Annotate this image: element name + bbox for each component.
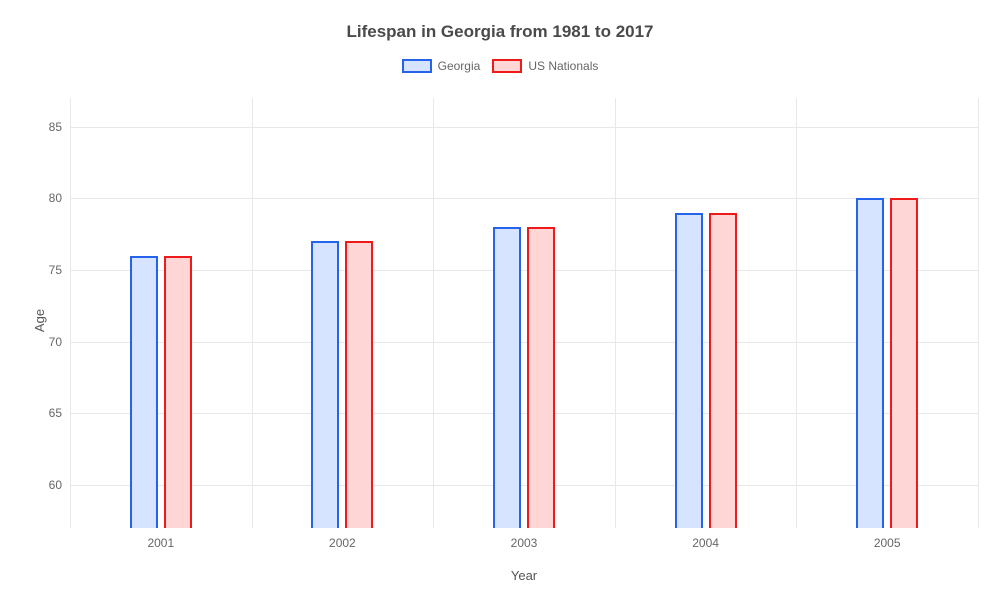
gridline-vertical: [70, 98, 71, 528]
gridline-horizontal: [70, 342, 978, 343]
gridline-vertical: [433, 98, 434, 528]
bar: [675, 213, 703, 528]
gridline-vertical: [978, 98, 979, 528]
gridline-horizontal: [70, 198, 978, 199]
x-tick-label: 2001: [147, 528, 174, 550]
bar: [890, 198, 918, 528]
gridline-horizontal: [70, 413, 978, 414]
y-tick-label: 80: [49, 191, 70, 205]
legend: Georgia US Nationals: [0, 59, 1000, 73]
legend-swatch: [402, 59, 432, 73]
x-tick-label: 2003: [511, 528, 538, 550]
bar: [311, 241, 339, 528]
bar: [856, 198, 884, 528]
y-tick-label: 60: [49, 478, 70, 492]
gridline-vertical: [615, 98, 616, 528]
gridline-horizontal: [70, 270, 978, 271]
legend-item: Georgia: [402, 59, 481, 73]
y-tick-label: 65: [49, 406, 70, 420]
x-tick-label: 2004: [692, 528, 719, 550]
bar: [709, 213, 737, 528]
bar: [164, 256, 192, 528]
chart-title: Lifespan in Georgia from 1981 to 2017: [0, 0, 1000, 42]
plot-area: 60657075808520012002200320042005: [70, 98, 978, 528]
bar: [345, 241, 373, 528]
x-tick-label: 2005: [874, 528, 901, 550]
bar: [130, 256, 158, 528]
legend-label: Georgia: [438, 59, 481, 73]
gridline-vertical: [796, 98, 797, 528]
gridline-horizontal: [70, 127, 978, 128]
legend-label: US Nationals: [528, 59, 598, 73]
bar: [493, 227, 521, 528]
y-tick-label: 75: [49, 263, 70, 277]
x-tick-label: 2002: [329, 528, 356, 550]
y-axis-title: Age: [32, 309, 47, 332]
bar: [527, 227, 555, 528]
gridline-vertical: [252, 98, 253, 528]
legend-item: US Nationals: [492, 59, 598, 73]
y-tick-label: 85: [49, 120, 70, 134]
legend-swatch: [492, 59, 522, 73]
y-tick-label: 70: [49, 335, 70, 349]
gridline-horizontal: [70, 485, 978, 486]
x-axis-title: Year: [511, 568, 537, 583]
